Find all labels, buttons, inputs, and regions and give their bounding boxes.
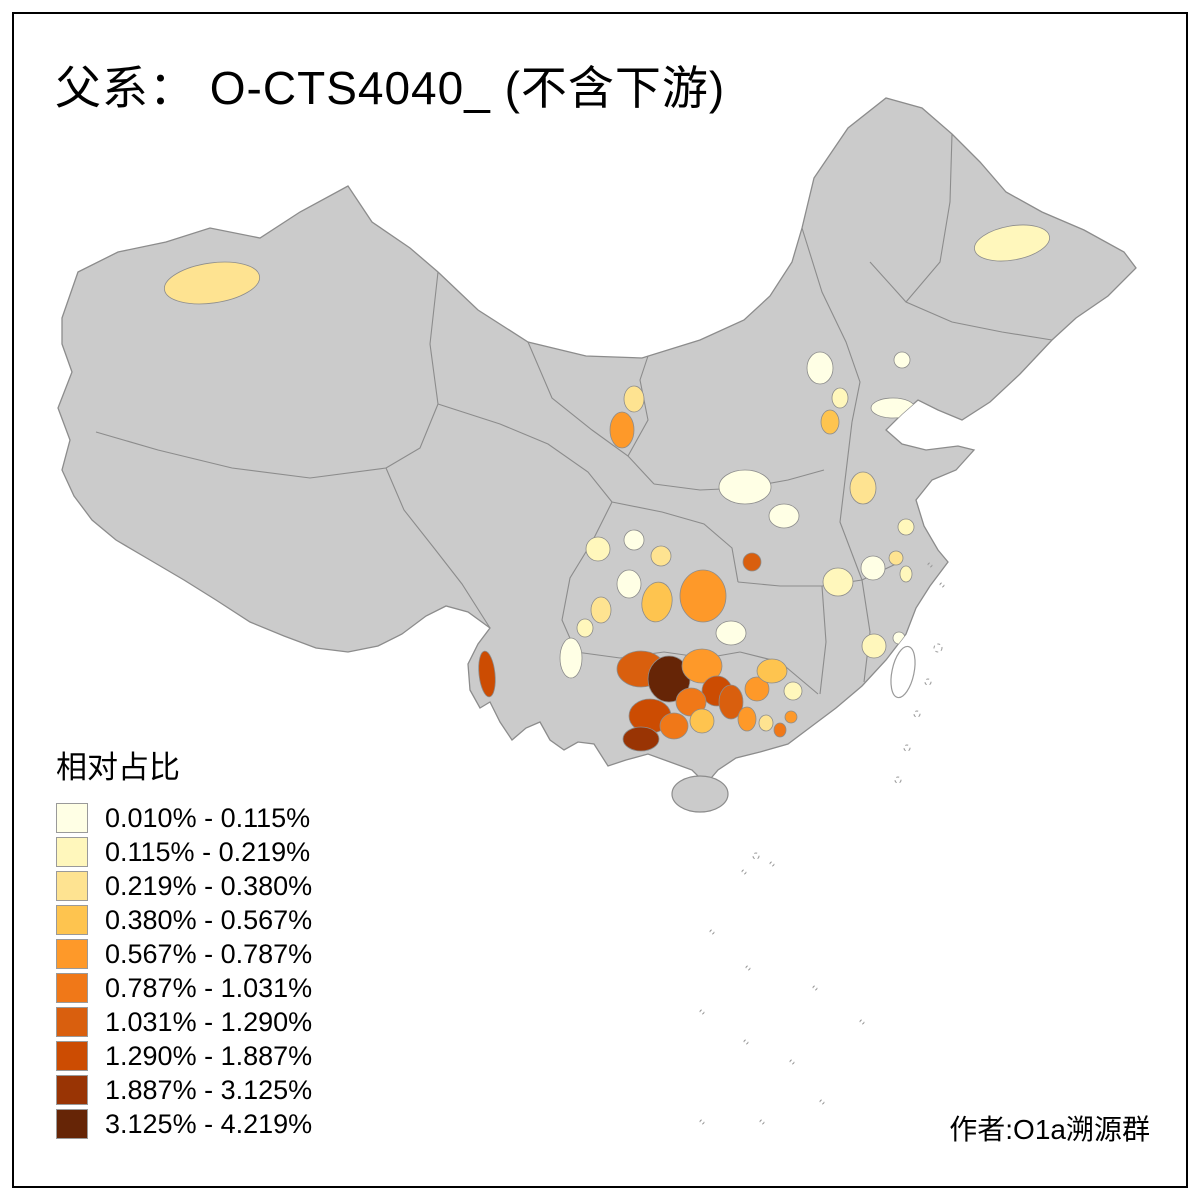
map-region: [616, 569, 642, 599]
legend-label: 1.887% - 3.125%: [105, 1074, 313, 1105]
map-region: [650, 545, 672, 567]
map-region: [820, 409, 840, 435]
map-region: [893, 351, 911, 369]
legend-label: 0.219% - 0.380%: [105, 870, 313, 901]
legend-swatch: [56, 1041, 88, 1071]
legend-swatch: [56, 905, 88, 935]
author-credit: 作者:O1a溯源群: [949, 1114, 1150, 1145]
legend-item: 0.010% - 0.115%: [56, 803, 312, 833]
legend-item: 0.115% - 0.219%: [56, 837, 312, 867]
map-region: [860, 555, 886, 581]
map-region: [659, 712, 689, 740]
map-region: [861, 633, 887, 659]
map-region: [897, 518, 915, 536]
map-region: [559, 637, 583, 679]
map-region: [822, 567, 854, 597]
legend-swatch: [56, 1007, 88, 1037]
map-region: [737, 706, 757, 732]
legend-label: 1.031% - 1.290%: [105, 1006, 313, 1037]
map-region: [576, 618, 594, 638]
map-region: [831, 387, 849, 409]
map-region: [689, 708, 715, 734]
map-region: [756, 658, 788, 684]
map-region: [585, 536, 611, 562]
legend-swatch: [56, 939, 88, 969]
map-region: [609, 411, 635, 449]
map-region: [784, 710, 798, 724]
legend-item: 1.290% - 1.887%: [56, 1041, 312, 1071]
map-region: [744, 676, 770, 702]
map-region: [806, 351, 834, 385]
legend-item: 0.380% - 0.567%: [56, 905, 312, 935]
sea-islands: [699, 562, 945, 1125]
legend-swatch: [56, 837, 88, 867]
map-region: [623, 529, 645, 551]
legend-label: 0.115% - 0.219%: [105, 836, 311, 867]
legend-item: 3.125% - 4.219%: [56, 1109, 312, 1139]
legend-item: 0.787% - 1.031%: [56, 973, 312, 1003]
legend-label: 3.125% - 4.219%: [105, 1108, 313, 1139]
map-region: [773, 722, 787, 738]
map-region: [590, 596, 612, 624]
taiwan-island: [890, 645, 916, 699]
legend-item: 0.219% - 0.380%: [56, 871, 312, 901]
map-region: [641, 581, 673, 623]
china-mainland: [57, 97, 1137, 785]
legend-swatch: [56, 871, 88, 901]
legend: 相对占比 0.010% - 0.115% 0.115% - 0.219% 0.219…: [56, 742, 312, 1143]
map-region: [163, 261, 261, 305]
map-region: [681, 648, 723, 684]
legend-swatch: [56, 1109, 88, 1139]
map-region: [768, 503, 800, 529]
legend-label: 0.567% - 0.787%: [105, 938, 313, 969]
legend-label: 0.787% - 1.031%: [105, 972, 313, 1003]
legend-label: 0.010% - 0.115%: [105, 802, 311, 833]
map-region: [478, 650, 496, 698]
map-region: [742, 552, 762, 572]
map-region: [623, 385, 645, 413]
legend-items: 0.010% - 0.115% 0.115% - 0.219% 0.219% - 0…: [56, 803, 312, 1139]
colored-regions: [163, 224, 1050, 752]
hainan-island: [671, 775, 729, 813]
map-region: [888, 550, 904, 566]
map-region: [718, 684, 744, 720]
map-region: [679, 569, 727, 623]
map-region: [849, 471, 877, 505]
legend-title: 相对占比: [56, 750, 180, 785]
legend-item: 1.031% - 1.290%: [56, 1007, 312, 1037]
page-title: 父系： O-CTS4040_ (不含下游): [55, 62, 726, 114]
legend-item: 1.887% - 3.125%: [56, 1075, 312, 1105]
legend-item: 0.567% - 0.787%: [56, 939, 312, 969]
legend-swatch: [56, 1075, 88, 1105]
legend-swatch: [56, 803, 88, 833]
map-region: [758, 714, 774, 732]
map-region: [974, 224, 1050, 262]
map-region: [715, 620, 747, 646]
map-region: [899, 565, 913, 583]
map-region: [718, 469, 772, 505]
legend-swatch: [56, 973, 88, 1003]
map-region: [622, 726, 660, 752]
legend-label: 0.380% - 0.567%: [105, 904, 313, 935]
legend-label: 1.290% - 1.887%: [105, 1040, 313, 1071]
map-region: [870, 397, 916, 419]
map-region: [783, 681, 803, 701]
